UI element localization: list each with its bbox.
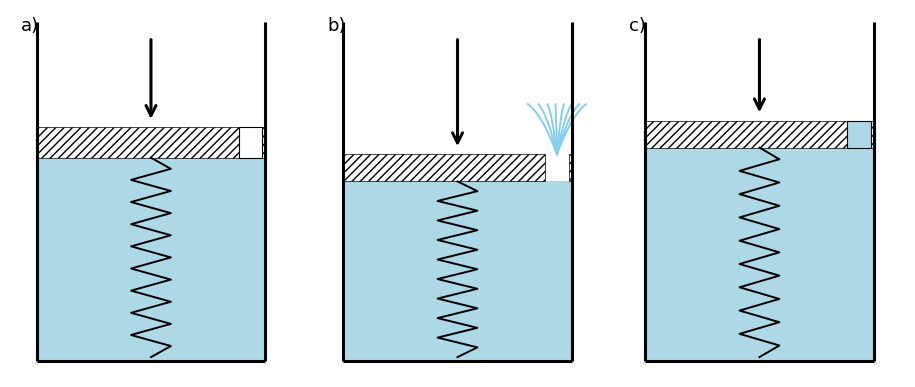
Bar [239, 127, 263, 158]
Text: c): c) [630, 17, 646, 35]
Bar [37, 158, 265, 361]
Bar [847, 121, 871, 147]
Text: b): b) [328, 17, 346, 35]
Text: a): a) [21, 17, 39, 35]
Bar [569, 154, 572, 182]
Bar [263, 127, 265, 158]
Bar [645, 147, 874, 361]
Bar [37, 127, 239, 158]
Bar [645, 121, 847, 147]
Bar [871, 121, 874, 147]
Bar [343, 154, 545, 182]
Bar [343, 182, 572, 361]
